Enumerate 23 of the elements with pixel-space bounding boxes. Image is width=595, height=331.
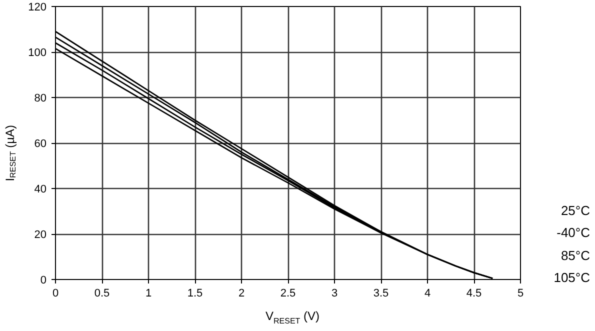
- x-tick-label: 5: [517, 288, 524, 300]
- y-tick-label: 60: [34, 138, 47, 150]
- text: -40°C: [556, 225, 590, 240]
- x-tick-label: 0: [52, 288, 59, 300]
- y-tick-label: 0: [40, 274, 47, 286]
- text: 25°C: [560, 203, 590, 218]
- x-tick-label: 0.5: [94, 288, 110, 300]
- x-tick-label: 4: [424, 288, 431, 300]
- text: 105°C: [554, 270, 590, 285]
- x-tick-label: 4.5: [466, 288, 482, 300]
- text: 85°C: [560, 248, 590, 263]
- x-tick-label: 3.5: [373, 288, 389, 300]
- x-tick-label: 2.5: [280, 288, 296, 300]
- y-tick-label: 40: [34, 184, 47, 196]
- y-tick-label: 80: [34, 92, 47, 104]
- y-tick-label: 100: [28, 47, 47, 59]
- x-axis-title: V$_{RESET}$ (V): [264, 308, 321, 328]
- x-tick-label: 3: [331, 288, 338, 300]
- x-tick-label: 1: [145, 288, 152, 300]
- x-tick-label: 1.5: [187, 288, 203, 300]
- y-tick-label: 20: [34, 229, 47, 241]
- y-tick-label: 120: [28, 2, 47, 14]
- x-tick-label: 2: [238, 288, 245, 300]
